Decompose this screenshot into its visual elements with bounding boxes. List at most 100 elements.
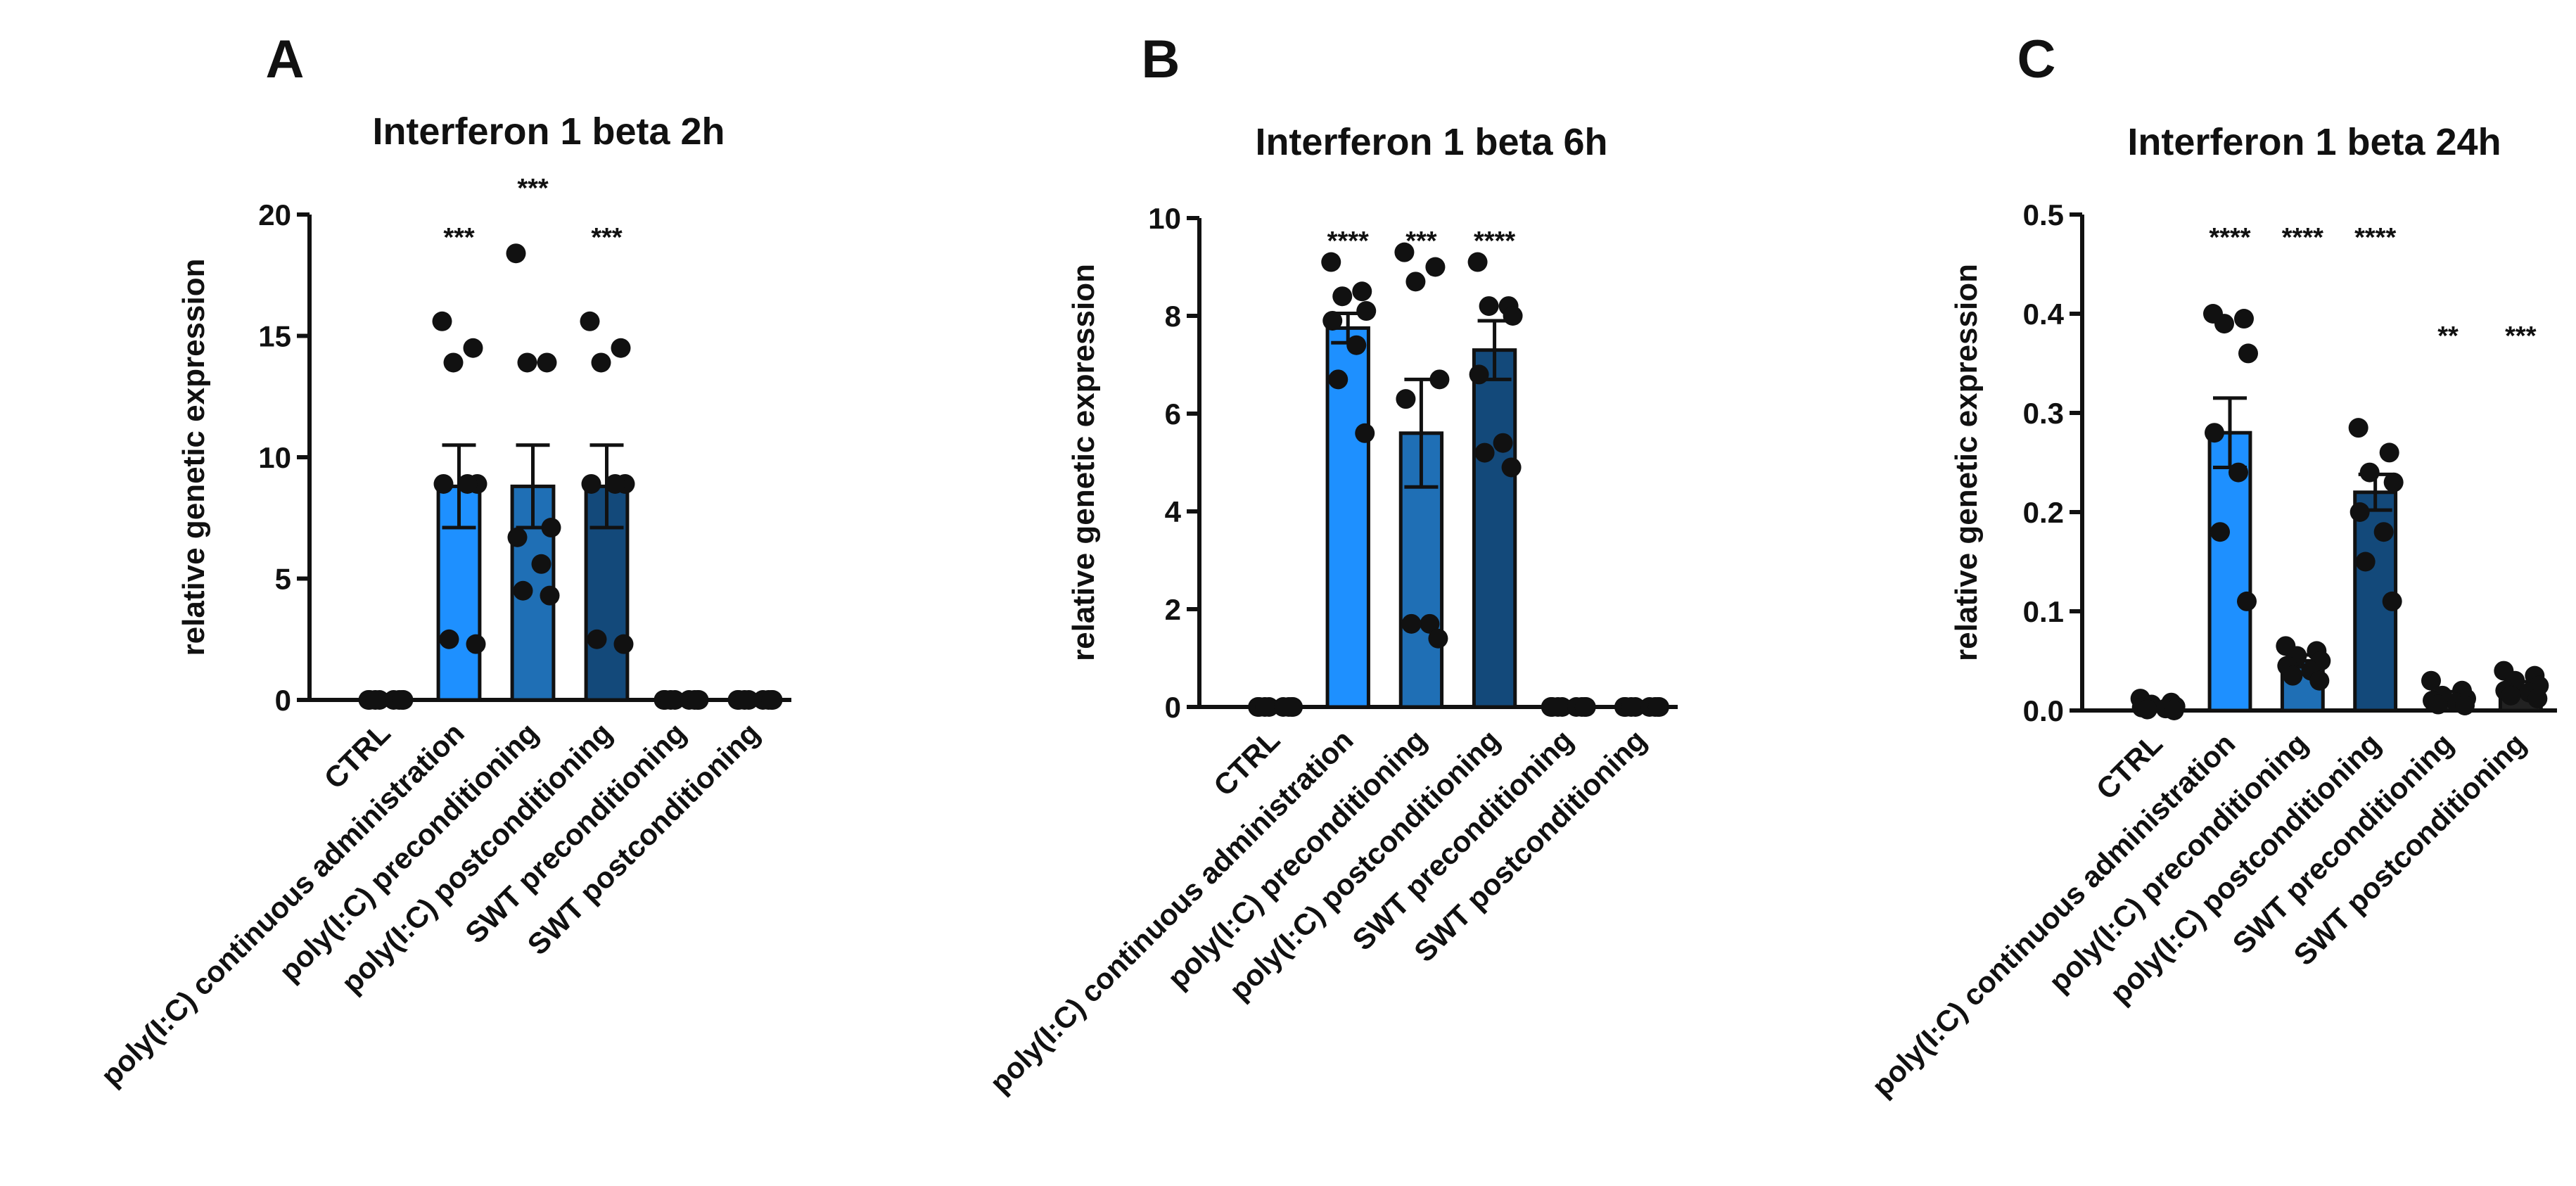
data-point xyxy=(1420,613,1440,634)
significance-label: *** xyxy=(1405,227,1437,256)
data-point xyxy=(1474,442,1495,463)
data-point xyxy=(1401,613,1422,634)
data-point xyxy=(1429,369,1450,390)
data-point xyxy=(537,352,557,373)
data-point xyxy=(2164,701,2184,720)
data-point xyxy=(531,554,551,574)
data-point xyxy=(1493,433,1513,453)
chart-title: Interferon 1 beta 24h xyxy=(2127,121,2501,163)
data-point xyxy=(1255,697,1275,717)
data-point xyxy=(507,527,528,547)
bar xyxy=(1472,348,1517,709)
data-point xyxy=(2527,689,2548,709)
data-point xyxy=(513,580,533,601)
data-point xyxy=(466,634,486,654)
y-axis-label: relative genetic expression xyxy=(177,259,211,656)
data-point xyxy=(1355,423,1375,443)
data-point xyxy=(1328,369,1348,390)
y-tick-label: 0.4 xyxy=(2023,298,2065,331)
significance-label: *** xyxy=(517,174,549,203)
data-point xyxy=(605,473,625,494)
significance-label: *** xyxy=(443,223,475,253)
data-point xyxy=(1428,628,1448,649)
data-point xyxy=(1346,335,1367,355)
data-point xyxy=(457,473,478,494)
data-point xyxy=(591,352,611,373)
y-tick-label: 0.3 xyxy=(2023,397,2064,430)
data-point xyxy=(734,690,755,710)
data-point xyxy=(506,243,526,264)
data-point xyxy=(587,629,607,649)
data-point xyxy=(1503,306,1523,326)
data-point xyxy=(2349,502,2370,522)
data-point xyxy=(463,338,483,358)
data-point xyxy=(2237,591,2257,611)
data-point xyxy=(365,690,385,710)
chart-panel-b: B Interferon 1 beta 6h relative genetic ex… xyxy=(983,30,1678,1099)
data-point xyxy=(611,338,631,358)
panel-letter: C xyxy=(2017,30,2056,89)
data-point xyxy=(2214,314,2234,334)
chart-panel-a: A Interferon 1 beta 2h relative genetic ex… xyxy=(94,30,791,1092)
data-point xyxy=(661,690,681,710)
data-point xyxy=(1322,310,1343,331)
data-point xyxy=(1425,257,1446,277)
significance-label: *** xyxy=(591,223,623,253)
data-point xyxy=(439,629,459,649)
data-point xyxy=(1548,697,1568,717)
significance-label: **** xyxy=(1327,227,1369,256)
y-axis-label: relative genetic expression xyxy=(1949,264,1984,661)
data-point xyxy=(2455,695,2475,715)
data-point xyxy=(1479,296,1499,317)
data-point xyxy=(432,311,452,331)
y-tick-label: 20 xyxy=(258,198,291,231)
data-point xyxy=(1467,252,1488,272)
significance-label: *** xyxy=(2505,321,2537,351)
data-point xyxy=(433,473,454,494)
data-point xyxy=(2359,462,2380,483)
data-point xyxy=(392,690,412,710)
chart-title: Interferon 1 beta 6h xyxy=(1255,121,1607,163)
y-tick-label: 6 xyxy=(1165,397,1181,431)
significance-label: ** xyxy=(2437,321,2459,351)
chart-panel-c: C Interferon 1 beta 24h relative genetic e… xyxy=(1866,30,2557,1103)
chart-title: Interferon 1 beta 2h xyxy=(372,110,725,153)
data-point xyxy=(2234,309,2254,329)
data-point xyxy=(2383,472,2404,492)
y-tick-label: 15 xyxy=(258,320,291,353)
significance-label: **** xyxy=(2209,223,2250,253)
data-point xyxy=(2382,591,2402,611)
data-point xyxy=(443,352,464,373)
data-point xyxy=(1647,697,1668,717)
significance-label: **** xyxy=(2354,223,2396,253)
data-point xyxy=(1469,364,1489,385)
y-tick-label: 4 xyxy=(1165,495,1182,528)
y-tick-label: 0.5 xyxy=(2023,198,2064,231)
y-tick-label: 10 xyxy=(1148,202,1181,235)
data-point xyxy=(1332,286,1353,307)
data-point xyxy=(2210,522,2230,542)
data-point xyxy=(581,473,601,494)
data-point xyxy=(2373,522,2394,542)
panel-letter: B xyxy=(1142,30,1180,89)
data-point xyxy=(761,690,782,710)
data-point xyxy=(1394,242,1415,262)
panel-letter: A xyxy=(266,30,305,89)
data-point xyxy=(2205,423,2224,443)
data-point xyxy=(2137,699,2157,720)
significance-label: **** xyxy=(2282,223,2323,253)
data-point xyxy=(2355,551,2376,572)
data-point xyxy=(2428,694,2448,715)
data-point xyxy=(517,352,537,373)
data-point xyxy=(1405,272,1426,292)
data-point xyxy=(580,311,600,331)
data-point xyxy=(613,634,634,654)
y-tick-label: 0 xyxy=(1165,691,1181,724)
data-point xyxy=(1282,697,1302,717)
data-point xyxy=(1621,697,1641,717)
data-point xyxy=(1352,281,1372,302)
data-point xyxy=(2238,343,2258,364)
y-tick-label: 5 xyxy=(275,563,291,596)
data-point xyxy=(2348,418,2368,438)
data-point xyxy=(2379,442,2399,463)
